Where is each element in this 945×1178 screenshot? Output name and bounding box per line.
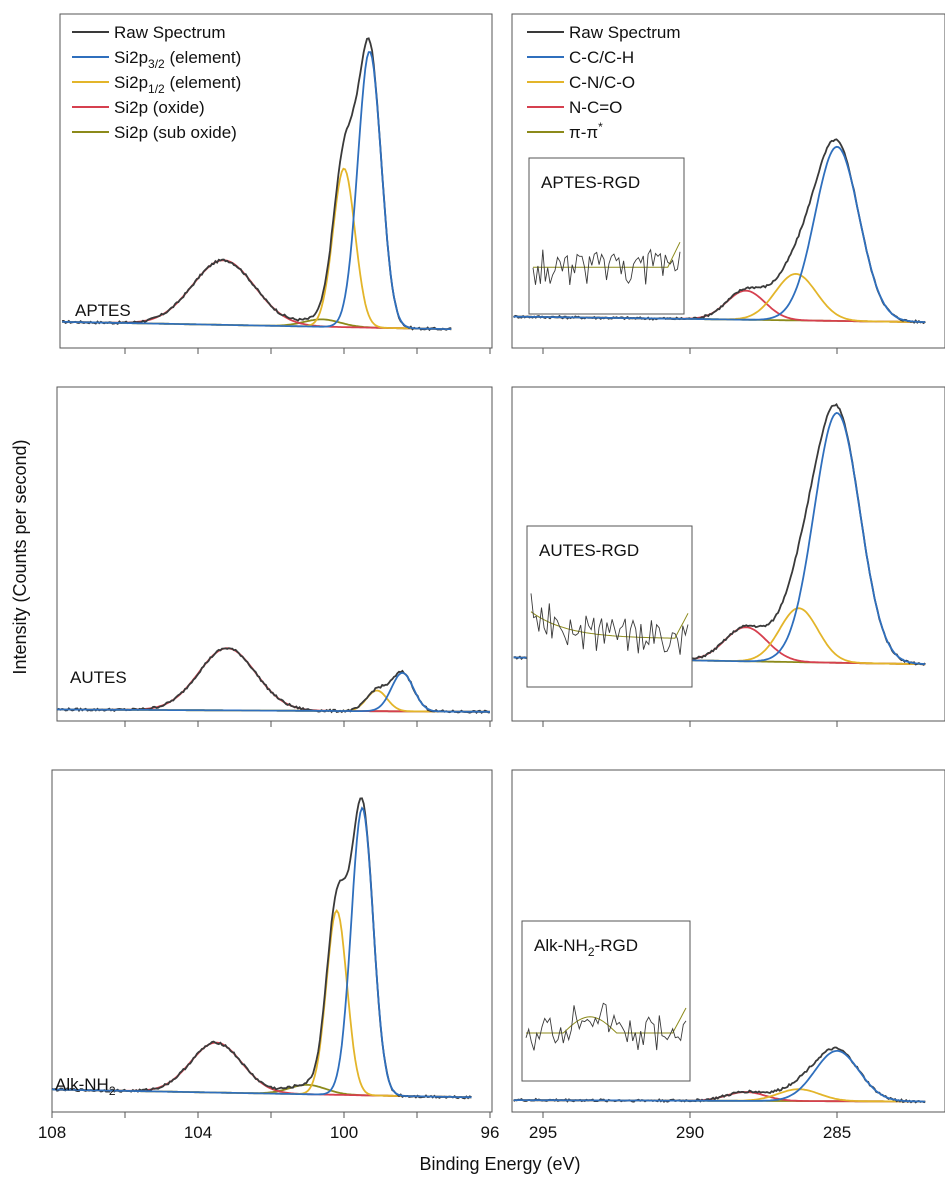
blue-component-line: [513, 145, 926, 323]
panel-frame: [511, 386, 945, 722]
x-tick-label: 295: [529, 1123, 557, 1142]
x-tick-label: 96: [481, 1123, 500, 1142]
inset-frame: [521, 920, 691, 1082]
blue-component-line: [52, 806, 472, 1099]
inset-label: APTES-RGD: [541, 173, 640, 192]
sample-label: AUTES: [70, 668, 127, 687]
inset-frame: [528, 157, 685, 315]
legend-c1s: Raw Spectrum C-C/C-H C-N/C-O N-C=O π-π*: [527, 23, 680, 142]
inset-label: AUTES-RGD: [539, 541, 639, 560]
x-tick-label: 285: [823, 1123, 851, 1142]
legend-label: C-C/C-H: [569, 48, 634, 67]
legend-label: Si2p (oxide): [114, 98, 205, 117]
panel-frame: [51, 769, 493, 1113]
legend-label: N-C=O: [569, 98, 622, 117]
legend-label: Si2p3/2 (element): [114, 48, 241, 71]
legend-label: Si2p (sub oxide): [114, 123, 237, 142]
inset-fit-line: [533, 241, 681, 268]
panel-frame: [511, 13, 945, 349]
x-tick-label: 108: [38, 1123, 66, 1142]
panel-autes-rgd: AUTES-RGD: [511, 386, 945, 727]
yellow-component-line: [52, 909, 472, 1099]
inset-noise-line: [525, 1002, 687, 1051]
legend-label: Raw Spectrum: [569, 23, 680, 42]
inset-noise-line: [530, 593, 689, 655]
inset-fit-line: [530, 611, 689, 639]
panel-aptes: APTES: [59, 13, 493, 354]
panel-frame: [56, 386, 493, 722]
legend-si2p: Raw Spectrum Si2p3/2 (element)Si2p1/2 (el…: [72, 23, 241, 142]
sample-label: APTES: [75, 301, 131, 320]
legend-label: π-π*: [569, 120, 603, 142]
panels: APTES APTES-RGD AUTES AUTES-RGD 108 104 100 96 A…: [38, 13, 945, 1142]
legend-label: Raw Spectrum: [114, 23, 225, 42]
inset-label: Alk-NH2-RGD: [534, 936, 638, 959]
legend-label: C-N/C-O: [569, 73, 635, 92]
x-tick-label: 290: [676, 1123, 704, 1142]
blue-component-line: [62, 51, 452, 331]
inset-noise-line: [532, 248, 681, 285]
panel-frame: [59, 13, 493, 349]
y-axis-label: Intensity (Counts per second): [10, 439, 30, 674]
legend-label: Si2p1/2 (element): [114, 73, 241, 96]
x-axis-label: Binding Energy (eV): [419, 1154, 580, 1174]
panel-alk-nh-rgd: 295 290 285 Alk-NH2-RGD: [511, 769, 945, 1142]
panel-autes: AUTES: [56, 386, 493, 727]
blue-component-line: [57, 671, 490, 713]
panel-aptes-rgd: APTES-RGD: [511, 13, 945, 354]
raw-spectrum-line: [51, 797, 472, 1100]
panel-frame: [511, 769, 945, 1113]
x-tick-label: 104: [184, 1123, 212, 1142]
blue-component-line: [513, 1050, 926, 1103]
inset-frame: [526, 525, 693, 688]
panel-alk-nh: 108 104 100 96 Alk-NH2: [38, 769, 500, 1142]
x-tick-label: 100: [330, 1123, 358, 1142]
sample-label: Alk-NH2: [55, 1075, 116, 1098]
